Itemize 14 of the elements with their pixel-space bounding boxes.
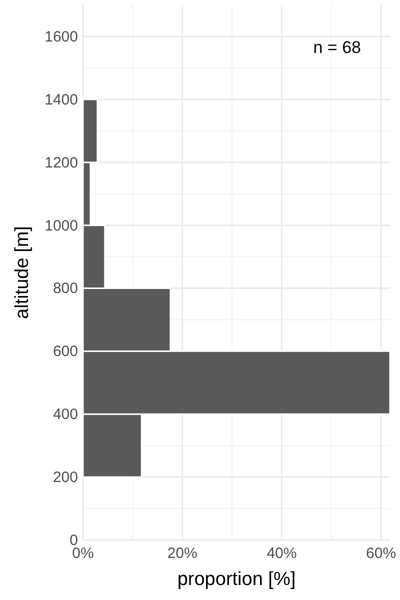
y-tick-label: 600 (52, 343, 78, 360)
x-tick-label: 20% (167, 545, 198, 562)
y-tick-label: 400 (52, 406, 78, 424)
x-axis-title: proportion [%] (177, 569, 296, 590)
y-tick-label: 1200 (44, 154, 78, 172)
y-tick-label: 800 (52, 280, 78, 298)
y-tick-label: 200 (52, 469, 78, 486)
y-axis-title: altitude [m] (12, 226, 33, 319)
y-tick-label: 1400 (44, 91, 78, 108)
y-tick-label: 1000 (44, 217, 78, 234)
x-tick-label: 60% (366, 545, 396, 562)
x-tick-label: 40% (266, 545, 297, 562)
annotation: n = 68 (313, 38, 361, 57)
y-tick-label: 1600 (44, 28, 78, 46)
